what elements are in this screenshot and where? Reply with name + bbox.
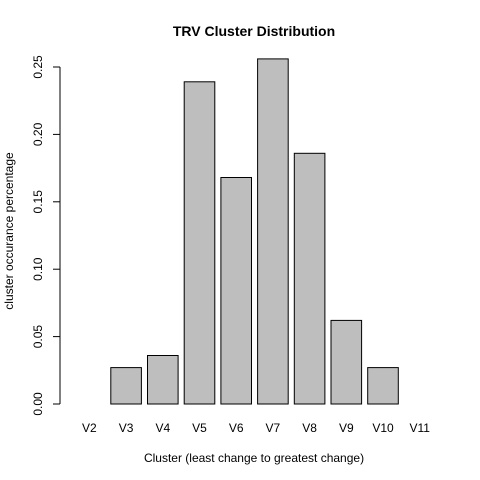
- y-tick-label: 0.25: [31, 55, 45, 79]
- y-tick-label: 0.10: [31, 257, 45, 281]
- bar-v5: [183, 81, 216, 405]
- bar-v10: [367, 367, 399, 405]
- x-tick-label-v9: V9: [339, 421, 354, 435]
- bar-v3: [110, 367, 142, 405]
- x-tick-label-v11: V11: [409, 421, 430, 435]
- bar-v9: [330, 319, 363, 405]
- x-tick-label-v3: V3: [119, 421, 134, 435]
- y-tick-label: 0.05: [31, 325, 45, 349]
- x-tick-label-v8: V8: [302, 421, 317, 435]
- y-tick-label: 0.00: [31, 392, 45, 416]
- y-axis-label: cluster occurance percentage: [2, 152, 16, 310]
- x-tick-label-v7: V7: [266, 421, 281, 435]
- x-tick-label-v4: V4: [155, 421, 170, 435]
- x-tick-labels: V2 V3 V4 V5 V6 V7 V8 V9 V10 V11: [82, 421, 430, 435]
- y-tick-label: 0.15: [31, 190, 45, 214]
- bar-v6: [220, 177, 252, 405]
- chart-title: TRV Cluster Distribution: [173, 23, 335, 39]
- bar-v7: [257, 58, 289, 405]
- bar-v4: [147, 355, 179, 405]
- bars-group: [110, 58, 399, 405]
- y-axis: 0.00 0.05 0.10 0.15 0.20 0.25: [31, 55, 61, 416]
- x-tick-label-v6: V6: [229, 421, 244, 435]
- x-axis-label: Cluster (least change to greatest change…: [144, 451, 364, 465]
- y-tick-label: 0.20: [31, 122, 45, 146]
- x-tick-label-v5: V5: [192, 421, 207, 435]
- bar-v8: [293, 152, 326, 405]
- x-tick-label-v2: V2: [82, 421, 97, 435]
- x-tick-label-v10: V10: [372, 421, 394, 435]
